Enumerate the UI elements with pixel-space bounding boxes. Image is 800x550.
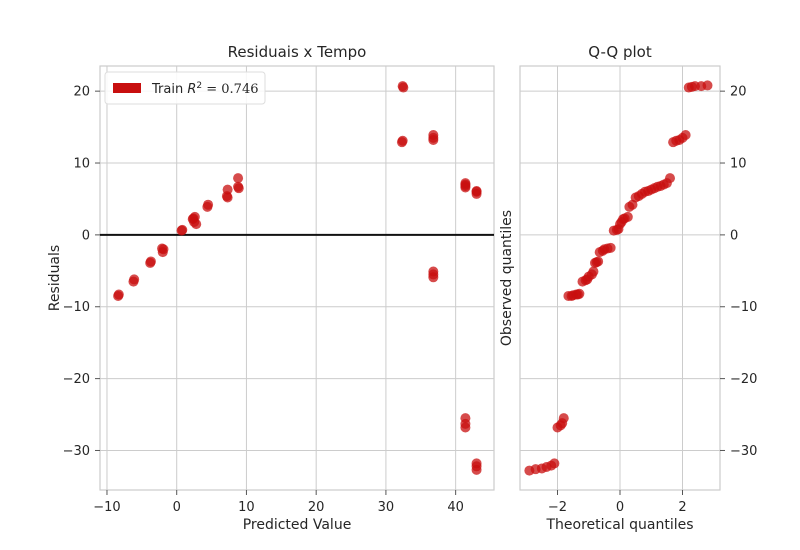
data-point: [605, 242, 616, 253]
x-tick-label: 2: [678, 500, 686, 515]
x-tick-label: 0: [173, 500, 181, 515]
y-tick-label: 20: [730, 85, 747, 100]
y-tick-label: −10: [63, 300, 90, 315]
residuals-y-ticks: −30 −20 −10 0 10 20: [63, 85, 100, 459]
data-point: [558, 413, 569, 424]
x-tick-label: 10: [238, 500, 255, 515]
data-point: [622, 211, 633, 222]
data-point: [574, 288, 585, 299]
legend: Train R2 = 0.746: [104, 71, 266, 105]
data-point: [202, 201, 213, 212]
y-tick-label: 0: [730, 228, 738, 243]
data-point: [189, 216, 200, 227]
data-point: [549, 458, 560, 469]
data-point: [398, 82, 409, 93]
y-tick-label: −20: [63, 372, 90, 387]
y-tick-label: −30: [730, 444, 757, 459]
legend-swatch: [113, 83, 141, 93]
data-point: [680, 129, 691, 140]
data-point: [222, 192, 233, 203]
y-tick-label: 20: [73, 85, 90, 100]
residuals-panel: −10 0 10 20 30 40 −30 −20 −10 0 10 20 Residuais x …: [47, 43, 495, 533]
y-tick-label: 10: [73, 157, 90, 172]
legend-stat-symbol: R: [187, 82, 196, 97]
qq-points: [524, 80, 713, 476]
data-point: [471, 186, 482, 197]
qq-x-axis-label: Theoretical quantiles: [545, 517, 693, 533]
data-point: [396, 137, 407, 148]
data-point: [233, 173, 244, 184]
data-point: [471, 464, 482, 475]
qq-title: Q-Q plot: [588, 43, 652, 61]
qq-y-ticks: −30 −20 −10 0 10 20: [720, 85, 757, 459]
data-point: [593, 256, 604, 267]
residuals-plot-area: [99, 65, 495, 491]
data-point: [428, 135, 439, 146]
x-tick-label: 40: [447, 500, 464, 515]
qq-y-axis-label: Observed quantiles: [499, 210, 515, 346]
y-tick-label: −30: [63, 444, 90, 459]
x-tick-label: 30: [378, 500, 395, 515]
data-point: [665, 173, 675, 184]
data-point: [129, 274, 140, 285]
data-point: [157, 243, 168, 254]
y-tick-label: −20: [730, 372, 757, 387]
data-point: [428, 272, 439, 283]
data-point: [145, 256, 156, 267]
x-tick-label: −10: [93, 500, 120, 515]
y-tick-label: 10: [730, 157, 747, 172]
residuals-points: [113, 81, 482, 475]
legend-box: [104, 71, 266, 105]
qq-grid: [520, 66, 720, 490]
residuals-x-axis-label: Predicted Value: [243, 517, 352, 533]
data-point: [113, 289, 124, 300]
qq-x-ticks: −2 0 2: [548, 490, 687, 515]
data-point: [588, 266, 599, 277]
data-point: [702, 80, 713, 91]
data-point: [233, 181, 244, 192]
y-tick-label: 0: [82, 228, 90, 243]
x-tick-label: 20: [308, 500, 325, 515]
x-tick-label: −2: [548, 500, 567, 515]
legend-stat-superscript: 2: [196, 81, 202, 91]
residuals-y-axis-label: Residuals: [47, 245, 63, 311]
residuals-title: Residuais x Tempo: [228, 43, 367, 61]
residuals-x-ticks: −10 0 10 20 30 40: [93, 490, 464, 515]
x-tick-label: 0: [616, 500, 624, 515]
data-point: [460, 181, 471, 192]
y-tick-label: −10: [730, 300, 757, 315]
legend-stat-value: = 0.746: [202, 82, 258, 97]
data-point: [460, 422, 471, 433]
data-point: [176, 225, 187, 236]
legend-series-name: Train: [151, 82, 183, 97]
legend-label: Train R2 = 0.746: [151, 81, 259, 97]
